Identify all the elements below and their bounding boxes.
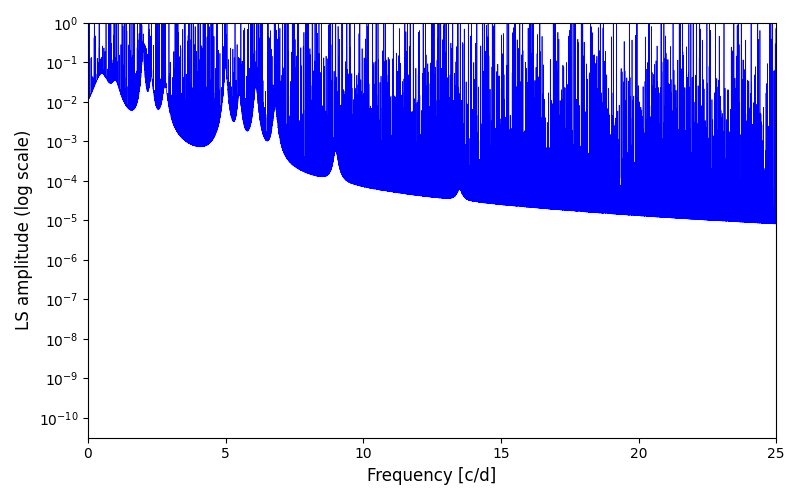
- X-axis label: Frequency [c/d]: Frequency [c/d]: [367, 467, 497, 485]
- Y-axis label: LS amplitude (log scale): LS amplitude (log scale): [15, 130, 33, 330]
